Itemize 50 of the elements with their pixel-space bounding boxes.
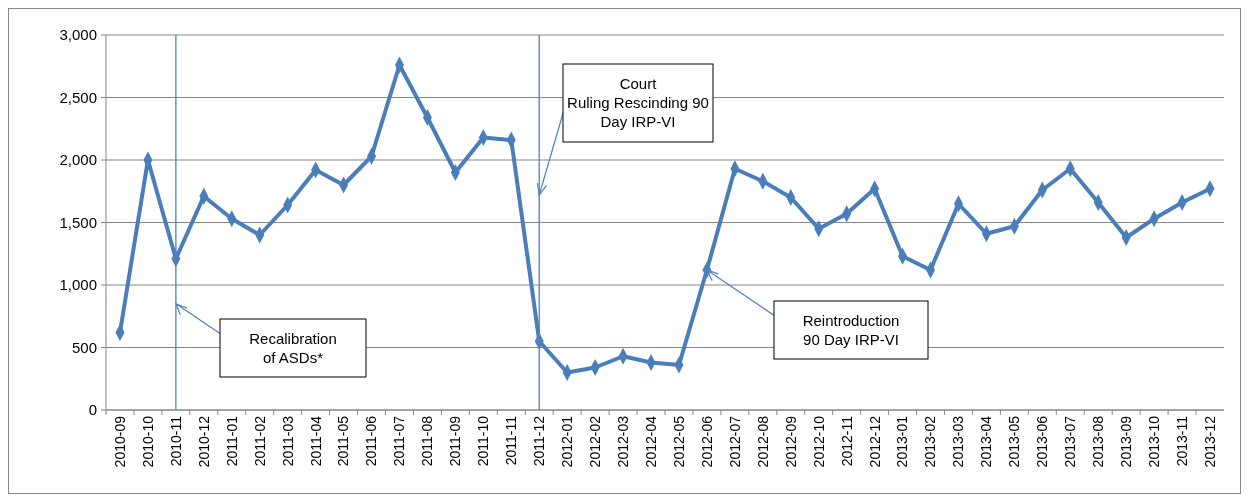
x-tick-label: 2012-12 xyxy=(866,415,883,468)
x-tick-label: 2010-11 xyxy=(167,415,184,467)
x-tick-label: 2013-07 xyxy=(1062,415,1079,468)
y-tick-label: 500 xyxy=(71,338,97,356)
annotation: Reintroduction 90 Day IRP-VI xyxy=(802,311,900,348)
x-tick-label: 2013-04 xyxy=(978,415,995,468)
annotation: Court Ruling Rescinding 90 Day IRP-VI xyxy=(567,75,709,131)
x-tick-label: 2010-10 xyxy=(139,415,156,468)
annotation: Recalibration of ASDs* xyxy=(249,329,337,366)
x-tick-label: 2010-09 xyxy=(111,415,128,468)
x-tick-label: 2011-08 xyxy=(419,415,436,467)
x-tick-label: 2011-06 xyxy=(363,415,380,467)
x-tick-label: 2013-09 xyxy=(1118,415,1135,468)
x-tick-label: 2011-12 xyxy=(531,415,548,467)
x-tick-label: 2012-03 xyxy=(614,415,631,468)
x-tick-label: 2011-10 xyxy=(475,415,492,467)
x-tick-label: 2013-02 xyxy=(922,415,939,468)
x-tick-label: 2012-06 xyxy=(698,415,715,468)
x-tick-label: 2011-01 xyxy=(223,415,240,467)
x-tick-label: 2011-05 xyxy=(335,415,352,467)
x-tick-label: 2011-07 xyxy=(391,415,408,467)
x-tick-label: 2010-12 xyxy=(195,415,212,468)
x-tick-label: 2013-01 xyxy=(894,415,911,468)
x-tick-label: 2012-01 xyxy=(559,415,576,468)
y-tick-label: 2,500 xyxy=(59,88,97,106)
x-tick-label: 2012-04 xyxy=(642,415,659,468)
y-tick-label: 3,000 xyxy=(59,26,97,44)
x-tick-label: 2011-03 xyxy=(279,415,296,467)
y-tick-label: 1,500 xyxy=(59,213,97,231)
x-tick-label: 2011-11 xyxy=(503,415,520,466)
x-tick-label: 2013-05 xyxy=(1006,415,1023,468)
y-tick-label: 0 xyxy=(88,401,97,419)
x-tick-label: 2012-08 xyxy=(754,415,771,468)
x-tick-label: 2012-05 xyxy=(670,415,687,468)
x-tick-label: 2012-10 xyxy=(810,415,827,468)
x-tick-label: 2011-09 xyxy=(447,415,464,467)
x-tick-label: 2012-09 xyxy=(782,415,799,468)
y-tick-label: 1,000 xyxy=(59,276,97,294)
x-tick-label: 2011-02 xyxy=(251,415,268,467)
x-tick-label: 2012-02 xyxy=(587,415,604,468)
y-tick-label: 2,000 xyxy=(59,151,97,169)
x-tick-label: 2013-11 xyxy=(1173,415,1190,467)
x-tick-label: 2012-11 xyxy=(838,415,855,467)
x-tick-label: 2012-07 xyxy=(726,415,743,468)
x-tick-label: 2013-12 xyxy=(1201,415,1218,468)
x-tick-label: 2013-08 xyxy=(1090,415,1107,468)
x-tick-label: 2011-04 xyxy=(307,415,324,467)
x-tick-label: 2013-03 xyxy=(950,415,967,468)
x-tick-label: 2013-10 xyxy=(1146,415,1163,468)
x-tick-label: 2013-06 xyxy=(1034,415,1051,468)
